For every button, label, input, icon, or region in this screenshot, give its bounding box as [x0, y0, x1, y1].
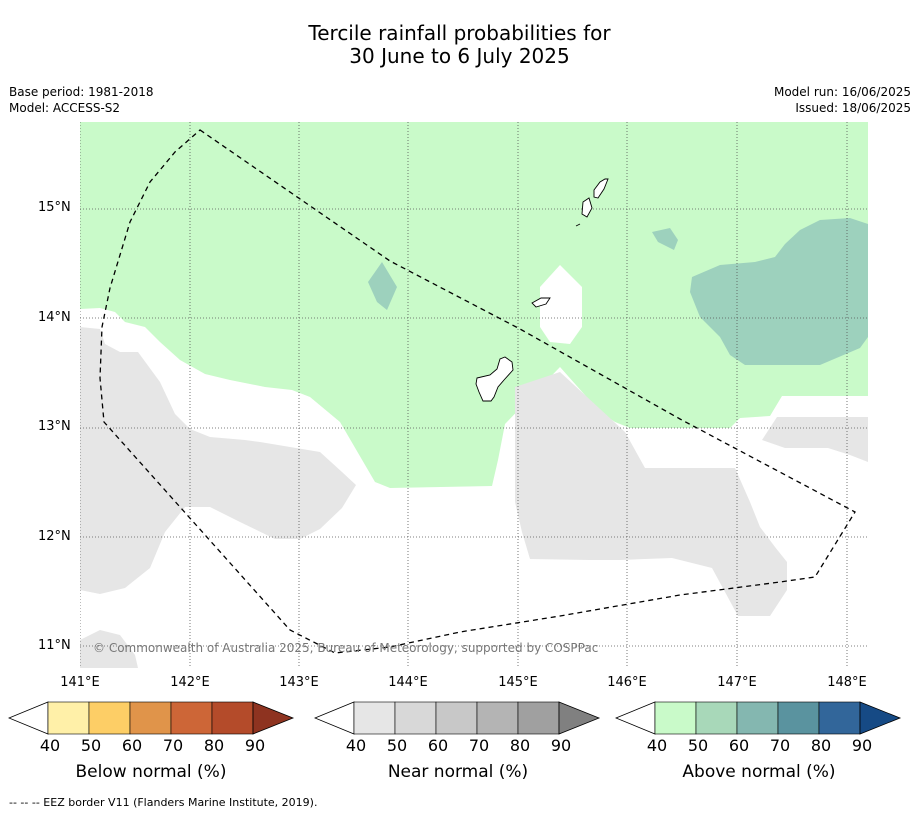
saipan-island-shape	[593, 178, 609, 199]
colorbar-swatch	[47, 701, 90, 735]
colorbar-swatch	[654, 701, 697, 735]
lon-label-145e: 145°E	[498, 675, 538, 690]
colorbar-tick-label: 90	[851, 736, 873, 755]
lat-label-15n: 15°N	[38, 200, 71, 215]
colorbar-tick-label: 40	[646, 736, 668, 755]
map-panel	[80, 122, 868, 668]
guam-island-shape	[475, 356, 514, 402]
colorbar-tick-label: 70	[769, 736, 791, 755]
graticule	[80, 122, 868, 668]
colorbar-tick-label: 60	[728, 736, 750, 755]
colorbar-max-extension	[859, 701, 902, 735]
near-normal-region-center	[515, 372, 787, 616]
colorbar-max-extension	[558, 701, 601, 735]
lon-label-146e: 146°E	[607, 675, 647, 690]
colorbar-tick-label: 80	[203, 736, 225, 755]
colorbar-above-normal	[615, 701, 902, 735]
colorbar-swatch	[394, 701, 437, 735]
colorbar-below-normal	[8, 701, 295, 735]
colorbar-swatch	[517, 701, 560, 735]
map-title: Tercile rainfall probabilities for 30 Ju…	[0, 22, 919, 68]
colorbar-swatch	[435, 701, 478, 735]
rota-island-shape	[531, 297, 551, 308]
meta-left: Base period: 1981-2018 Model: ACCESS-S2	[9, 84, 154, 116]
lat-label-12n: 12°N	[38, 529, 71, 544]
lon-label-141e: 141°E	[60, 675, 100, 690]
colorbar-tick-label: 60	[121, 736, 143, 755]
colorbar-tick-label: 70	[162, 736, 184, 755]
title-line-1: Tercile rainfall probabilities for	[308, 21, 611, 45]
lat-label-13n: 13°N	[38, 419, 71, 434]
colorbar-tick-label: 70	[468, 736, 490, 755]
lon-label-143e: 143°E	[279, 675, 319, 690]
colorbar-swatch	[476, 701, 519, 735]
map-canvas	[80, 122, 868, 668]
colorbar-tick-label: 50	[386, 736, 408, 755]
colorbar-tick-label: 40	[39, 736, 61, 755]
colorbar-tick-label: 50	[687, 736, 709, 755]
above-normal-50-region-central	[368, 262, 397, 310]
colorbar-near-normal	[314, 701, 601, 735]
colorbar-min-extension	[8, 701, 49, 735]
colorbar-swatch	[818, 701, 861, 735]
eez-footnote: -- -- -- EEZ border V11 (Flanders Marine…	[9, 796, 318, 809]
lon-label-142e: 142°E	[170, 675, 210, 690]
lon-label-147e: 147°E	[717, 675, 757, 690]
colorbar-swatch	[353, 701, 396, 735]
issued-text: Issued: 18/06/2025	[795, 101, 911, 115]
base-period-text: Base period: 1981-2018	[9, 85, 154, 99]
lon-label-144e: 144°E	[388, 675, 428, 690]
colorbar-near-normal-title: Near normal (%)	[387, 762, 529, 782]
near-normal-region-west	[80, 327, 356, 594]
lon-label-148e: 148°E	[827, 675, 867, 690]
colorbar-swatch	[695, 701, 738, 735]
above-normal-50-region-northeast	[652, 228, 678, 250]
colorbar-above-normal-title: Above normal (%)	[682, 762, 836, 782]
colorbar-max-extension	[252, 701, 295, 735]
colorbar-tick-label: 90	[244, 736, 266, 755]
colorbar-tick-label: 40	[345, 736, 367, 755]
above-normal-50-region-east	[690, 218, 868, 365]
colorbar-min-extension	[615, 701, 656, 735]
copyright-text: © Commonwealth of Australia 2025, Bureau…	[93, 641, 599, 655]
colorbar-swatch	[129, 701, 172, 735]
colorbar-tick-label: 60	[427, 736, 449, 755]
colorbar-tick-label: 80	[810, 736, 832, 755]
colorbar-swatch	[88, 701, 131, 735]
model-text: Model: ACCESS-S2	[9, 101, 121, 115]
colorbar-swatch	[736, 701, 779, 735]
near-normal-region-southwest	[80, 630, 138, 668]
tinian-island-shape	[581, 197, 593, 218]
meta-right: Model run: 16/06/2025 Issued: 18/06/2025	[774, 84, 911, 116]
lat-label-11n: 11°N	[38, 638, 71, 653]
colorbar-swatch	[211, 701, 254, 735]
colorbar-swatch	[777, 701, 820, 735]
colorbar-below-normal-title: Below normal (%)	[75, 762, 227, 782]
colorbar-tick-label: 50	[80, 736, 102, 755]
neutral-gap	[540, 265, 582, 344]
model-run-text: Model run: 16/06/2025	[773, 85, 911, 99]
colorbar-min-extension	[314, 701, 355, 735]
title-line-2: 30 June to 6 July 2025	[349, 44, 570, 68]
colorbar-tick-label: 80	[509, 736, 531, 755]
colorbar-swatch	[170, 701, 213, 735]
aguijan-island-shape	[575, 223, 581, 227]
colorbar-tick-label: 90	[550, 736, 572, 755]
lat-label-14n: 14°N	[38, 310, 71, 325]
